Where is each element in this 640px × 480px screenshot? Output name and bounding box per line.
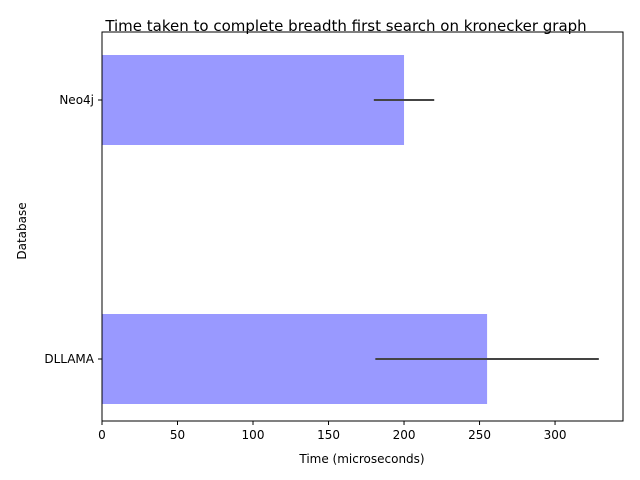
- y-tick-label-dllama: DLLAMA: [44, 352, 94, 366]
- y-axis-ticks: Neo4j DLLAMA: [44, 93, 102, 366]
- chart-title: Time taken to complete breadth first sea…: [104, 17, 586, 35]
- x-tick-label: 0: [98, 428, 106, 442]
- x-tick-label: 50: [170, 428, 185, 442]
- x-tick-label: 100: [242, 428, 265, 442]
- plot-frame: [101, 31, 624, 422]
- x-tick-label: 250: [468, 428, 491, 442]
- bar-neo4j: [102, 55, 405, 145]
- error-bars-group: [373, 99, 599, 360]
- x-axis-ticks: 0 50 100 150 200 250 300: [98, 421, 566, 442]
- y-tick-label-neo4j: Neo4j: [59, 93, 94, 107]
- y-axis-label: Database: [15, 202, 29, 259]
- x-tick-label: 150: [317, 428, 340, 442]
- x-tick-label: 200: [393, 428, 416, 442]
- x-tick-label: 300: [544, 428, 567, 442]
- x-axis-label: Time (microseconds): [298, 452, 424, 466]
- bars-group: [102, 55, 488, 404]
